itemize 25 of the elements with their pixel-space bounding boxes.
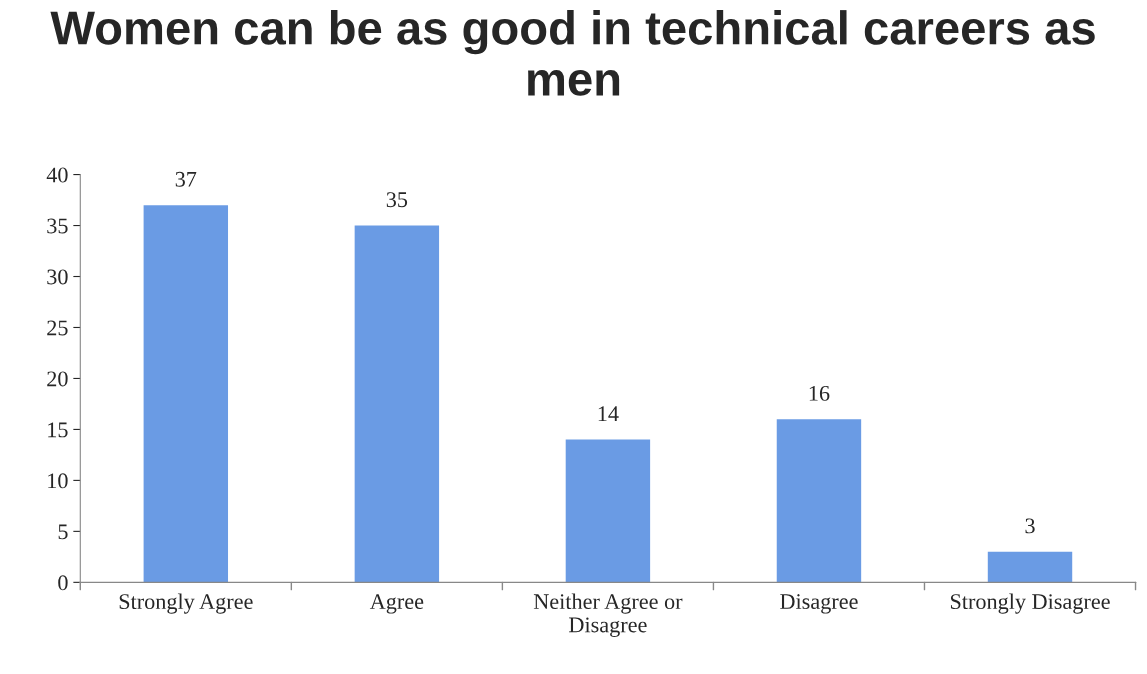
y-tick-label: 30: [47, 269, 68, 285]
y-tick-label: 20: [47, 371, 68, 387]
data-label: 35: [386, 192, 408, 208]
y-tick-label: 15: [48, 422, 68, 438]
data-label: 14: [598, 406, 619, 421]
data-label: 37: [175, 171, 197, 187]
x-tick-label: Disagree: [780, 594, 858, 614]
y-tick-label: 5: [58, 524, 68, 540]
bar: [354, 225, 440, 583]
bar: [776, 419, 862, 583]
x-tick-label: Neither Agree or Disagree: [533, 593, 683, 637]
x-tick-label: Strongly Disagree: [950, 593, 1110, 614]
bar: [143, 205, 229, 583]
chart-title: Women can be as good in technical careers as men: [50, 10, 1095, 96]
y-tick-label: 25: [47, 320, 68, 336]
y-tick-label: 35: [47, 218, 68, 234]
x-tick-label: Strongly Agree: [119, 593, 253, 614]
data-label: 3: [1025, 518, 1035, 534]
y-tick-label: 10: [48, 473, 68, 489]
y-tick-label: 0: [58, 575, 68, 591]
x-tick-label: Agree: [369, 594, 424, 614]
bar: [565, 439, 651, 583]
bar: [987, 551, 1073, 583]
y-tick-label: 40: [46, 167, 68, 183]
data-label: 16: [809, 385, 830, 401]
